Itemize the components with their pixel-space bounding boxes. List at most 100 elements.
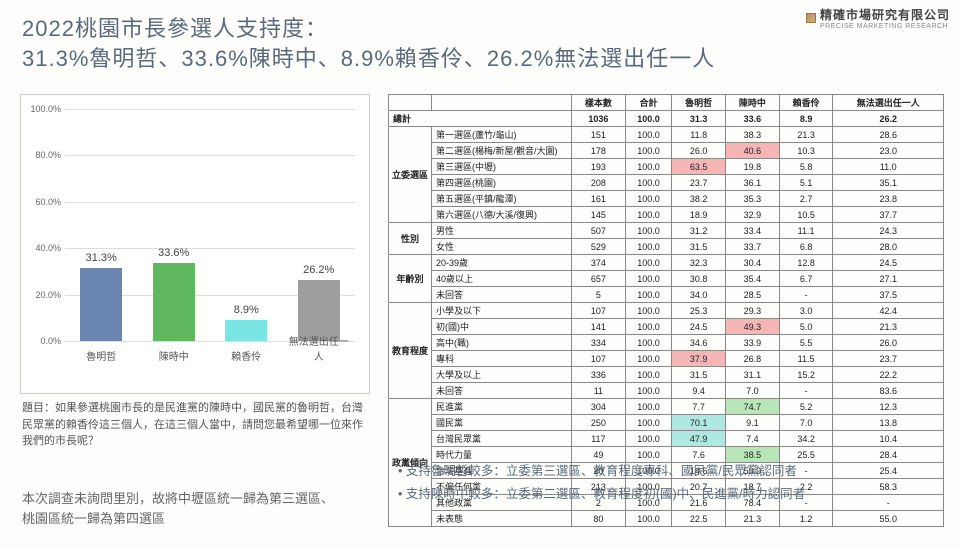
table-row: 年齡別20-39歲374100.032.330.412.824.5 (389, 255, 944, 271)
table-cell: 161 (572, 191, 626, 207)
table-cell: 30.8 (672, 271, 726, 287)
table-cell: 49.3 (726, 319, 780, 335)
table-row: 初(國)中141100.024.549.35.021.3 (389, 319, 944, 335)
table-cell: 47.9 (672, 431, 726, 447)
company-logo: 精確市場研究有限公司 PRECISE MARKETING RESEARCH (806, 6, 950, 30)
table-label-cell: 40歲以上 (432, 271, 572, 287)
table-header-cell: 無法選出任一人 (833, 95, 944, 111)
table-cell: 100.0 (625, 319, 672, 335)
table-row: 高中(職)334100.034.633.95.526.0 (389, 335, 944, 351)
chart-y-label: 20.0% (25, 290, 61, 300)
table-header-cell (432, 95, 572, 111)
table-cell: 100.0 (625, 415, 672, 431)
chart-bar: 8.9% (225, 320, 267, 341)
table-row: 第四選區(桃園)208100.023.736.15.135.1 (389, 175, 944, 191)
table-cell: 100.0 (625, 127, 672, 143)
table-cell: 7.7 (672, 399, 726, 415)
table-cell: 5.2 (779, 399, 833, 415)
table-cell: 145 (572, 207, 626, 223)
table-cell: 25.3 (672, 303, 726, 319)
table-label-cell: 未表態 (432, 511, 572, 527)
chart-x-label: 無法選出任一人 (289, 333, 349, 363)
table-label-cell: 專科 (432, 351, 572, 367)
table-row: 第五選區(平鎮/龍潭)161100.038.235.32.723.8 (389, 191, 944, 207)
table-cell: 34.0 (672, 287, 726, 303)
table-cell: 10.3 (779, 143, 833, 159)
table-cell: 23.7 (672, 175, 726, 191)
table-row: 性別男性507100.031.233.411.124.3 (389, 223, 944, 239)
table-cell: 15.2 (779, 367, 833, 383)
table-cell: 5.0 (779, 319, 833, 335)
chart-y-label: 0.0% (25, 336, 61, 346)
table-cell: 32.9 (726, 207, 780, 223)
table-cell: 23.8 (833, 191, 944, 207)
table-label-cell: 女性 (432, 239, 572, 255)
table-cell: 11.1 (779, 223, 833, 239)
table-cell: 6.7 (779, 271, 833, 287)
table-cell: 12.8 (779, 255, 833, 271)
table-cell: 100.0 (625, 335, 672, 351)
table-cell: 100.0 (625, 143, 672, 159)
table-cell: 36.1 (726, 175, 780, 191)
table-cell: 26.8 (726, 351, 780, 367)
table-cell: 31.3 (672, 111, 726, 127)
chart-y-label: 100.0% (25, 104, 61, 114)
chart-gridline (65, 202, 355, 203)
table-cell: 100.0 (625, 223, 672, 239)
finding-1: 支持魯明哲較多：立委第三選區、教育程度專科、國民黨/民眾黨認同者 (398, 460, 805, 483)
table-cell: 26.2 (833, 111, 944, 127)
table-cell: 11 (572, 383, 626, 399)
survey-footnote: 本次調查未詢問里別，故將中壢區統一歸為第三選區、 桃園區統一歸為第四選區 (22, 489, 334, 528)
finding-2: 支持陳時中較多：立委第二選區、教育程度初(國)中、民進黨/時力認同者 (398, 483, 805, 506)
table-cell: 27.1 (833, 271, 944, 287)
table-cell: 25.4 (833, 463, 944, 479)
table-label-cell: 未回答 (432, 383, 572, 399)
table-cell: 529 (572, 239, 626, 255)
table-cell: 23.7 (833, 351, 944, 367)
table-cell: 37.7 (833, 207, 944, 223)
table-cell: 55.0 (833, 511, 944, 527)
table-row: 40歲以上657100.030.835.46.727.1 (389, 271, 944, 287)
table-row: 女性529100.031.533.76.828.0 (389, 239, 944, 255)
chart-bar: 33.6% (153, 263, 195, 341)
table-label-cell: 第二選區(楊梅/新屋/觀音/大園) (432, 143, 572, 159)
table-label-cell: 未回答 (432, 287, 572, 303)
chart-x-label: 魯明哲 (71, 348, 131, 363)
table-cell: 37.5 (833, 287, 944, 303)
table-cell: 100.0 (625, 351, 672, 367)
table-cell: 151 (572, 127, 626, 143)
table-cell: 30.4 (726, 255, 780, 271)
table-cell: 7.0 (779, 415, 833, 431)
table-cell: 26.0 (833, 335, 944, 351)
table-label-cell: 高中(職) (432, 335, 572, 351)
table-header-cell: 陳時中 (726, 95, 780, 111)
table-cell: 8.9 (779, 111, 833, 127)
table-cell: 107 (572, 303, 626, 319)
table-total-row: 總計1036100.031.333.68.926.2 (389, 111, 944, 127)
table-row: 國民黨250100.070.19.17.013.8 (389, 415, 944, 431)
table-cell: 100.0 (625, 255, 672, 271)
table-cell: 100.0 (625, 399, 672, 415)
table-cell: 29.3 (726, 303, 780, 319)
table-cell: 100.0 (625, 431, 672, 447)
table-cell: 28.5 (726, 287, 780, 303)
table-cell: 193 (572, 159, 626, 175)
table-cell: 107 (572, 351, 626, 367)
table-cell: 34.6 (672, 335, 726, 351)
table-cell: 208 (572, 175, 626, 191)
table-group-cell: 教育程度 (389, 303, 432, 399)
table-cell: 100.0 (625, 367, 672, 383)
table-cell: 22.5 (672, 511, 726, 527)
table-row: 教育程度小學及以下107100.025.329.33.042.4 (389, 303, 944, 319)
logo-cn: 精確市場研究有限公司 (820, 6, 950, 23)
table-cell: - (833, 495, 944, 511)
table-cell: 19.8 (726, 159, 780, 175)
table-cell: 74.7 (726, 399, 780, 415)
table-cell: 7.4 (726, 431, 780, 447)
table-cell: 117 (572, 431, 626, 447)
footnote-line-2: 桃園區統一歸為第四選區 (22, 511, 165, 526)
table-row: 第六選區(八德/大溪/復興)145100.018.932.910.537.7 (389, 207, 944, 223)
table-cell: 374 (572, 255, 626, 271)
table-row: 未回答5100.034.028.5-37.5 (389, 287, 944, 303)
table-cell: 21.3 (833, 319, 944, 335)
